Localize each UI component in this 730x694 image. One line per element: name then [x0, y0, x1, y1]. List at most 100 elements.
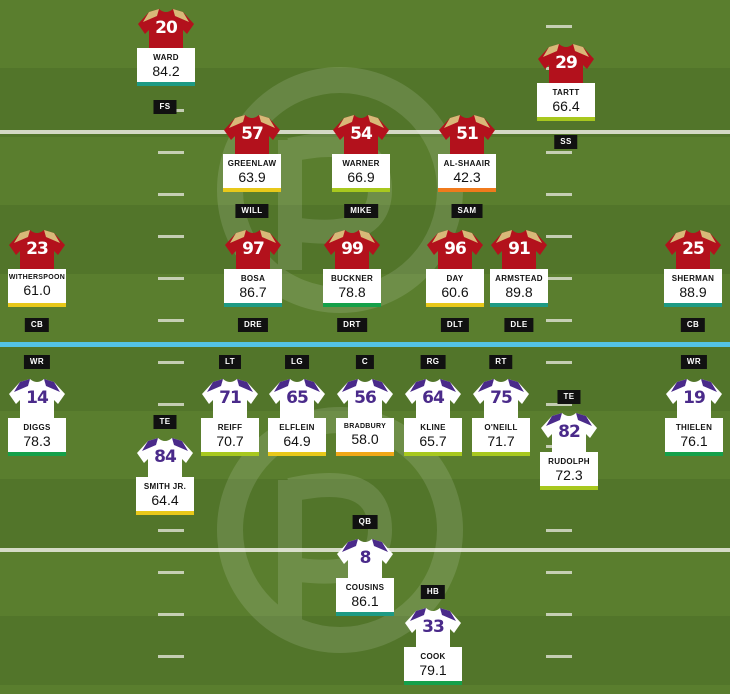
grade-bar: [223, 188, 281, 192]
position-tag-dre: DRE: [237, 318, 269, 332]
purple-jersey-icon: 14: [8, 378, 66, 422]
grade-bar: [268, 452, 326, 456]
player-card: KLINE 65.7: [404, 418, 462, 456]
offense-player-smith-jr[interactable]: 84 SMITH JR. 64.4: [136, 437, 194, 515]
red-jersey-icon: 25: [664, 229, 722, 273]
player-card: ELFLEIN 64.9: [268, 418, 326, 456]
position-tag-cb-left: CB: [24, 318, 50, 332]
player-card: AL-SHAAIR 42.3: [438, 154, 496, 192]
grade-bar: [490, 303, 548, 307]
grade-bar: [665, 452, 723, 456]
red-jersey-icon: 96: [426, 229, 484, 273]
offense-player-oneill[interactable]: 75 O'NEILL 71.7: [472, 378, 530, 456]
player-card: BUCKNER 78.8: [323, 269, 381, 307]
purple-jersey-icon: 8: [336, 538, 394, 582]
position-tag-lt: LT: [219, 355, 241, 369]
position-tag-te-right: TE: [557, 390, 581, 404]
hash-mark: [158, 403, 184, 406]
purple-jersey-icon: 19: [665, 378, 723, 422]
grade-bar: [664, 303, 722, 307]
position-tag-lg: LG: [285, 355, 309, 369]
hash-mark: [546, 655, 572, 658]
hash-mark: [158, 277, 184, 280]
red-jersey-icon: 99: [323, 229, 381, 273]
defense-player-ward[interactable]: 20 WARD 84.2: [137, 8, 195, 86]
purple-jersey-icon: 84: [136, 437, 194, 481]
position-tag-dle: DLE: [504, 318, 534, 332]
position-tag-wr-right: WR: [680, 355, 708, 369]
defense-player-bosa[interactable]: 97 BOSA 86.7: [224, 229, 282, 307]
player-card: DIGGS 78.3: [8, 418, 66, 456]
hash-mark: [158, 151, 184, 154]
red-jersey-icon: 91: [490, 229, 548, 273]
grade-bar: [404, 452, 462, 456]
hash-mark: [158, 361, 184, 364]
red-jersey-icon: 23: [8, 229, 66, 273]
red-jersey-icon: 20: [137, 8, 195, 52]
hash-mark: [546, 613, 572, 616]
player-card: SMITH JR. 64.4: [136, 477, 194, 515]
red-jersey-icon: 51: [438, 114, 496, 158]
player-card: WITHERSPOON 61.0: [8, 269, 66, 307]
offense-player-reiff[interactable]: 71 REIFF 70.7: [201, 378, 259, 456]
offense-player-diggs[interactable]: 14 DIGGS 78.3: [8, 378, 66, 456]
player-card: DAY 60.6: [426, 269, 484, 307]
player-card: REIFF 70.7: [201, 418, 259, 456]
position-tag-dlt: DLT: [440, 318, 470, 332]
offense-player-cousins[interactable]: 8 COUSINS 86.1: [336, 538, 394, 616]
defense-player-witherspoon[interactable]: 23 WITHERSPOON 61.0: [8, 229, 66, 307]
position-tag-rg: RG: [420, 355, 446, 369]
grade-bar: [332, 188, 390, 192]
purple-jersey-icon: 71: [201, 378, 259, 422]
red-jersey-icon: 29: [537, 43, 595, 87]
grade-bar: [224, 303, 282, 307]
purple-jersey-icon: 75: [472, 378, 530, 422]
defense-player-warner[interactable]: 54 WARNER 66.9: [332, 114, 390, 192]
grade-bar: [540, 486, 598, 490]
position-tag-mike: MIKE: [344, 204, 378, 218]
offense-player-bradbury[interactable]: 56 BRADBURY 58.0: [336, 378, 394, 456]
defense-player-armstead[interactable]: 91 ARMSTEAD 89.8: [490, 229, 548, 307]
grade-bar: [472, 452, 530, 456]
offense-player-cook[interactable]: 33 COOK 79.1: [404, 607, 462, 685]
defense-player-buckner[interactable]: 99 BUCKNER 78.8: [323, 229, 381, 307]
hash-mark: [158, 235, 184, 238]
defense-player-day[interactable]: 96 DAY 60.6: [426, 229, 484, 307]
player-card: TARTT 66.4: [537, 83, 595, 121]
offense-player-rudolph[interactable]: 82 RUDOLPH 72.3: [540, 412, 598, 490]
grade-bar: [8, 303, 66, 307]
player-card: BOSA 86.7: [224, 269, 282, 307]
player-card: SHERMAN 88.9: [664, 269, 722, 307]
hash-mark: [158, 613, 184, 616]
purple-jersey-icon: 64: [404, 378, 462, 422]
player-card: O'NEILL 71.7: [472, 418, 530, 456]
offense-player-kline[interactable]: 64 KLINE 65.7: [404, 378, 462, 456]
grade-bar: [8, 452, 66, 456]
position-tag-qb: QB: [352, 515, 378, 529]
red-jersey-icon: 54: [332, 114, 390, 158]
purple-jersey-icon: 82: [540, 412, 598, 456]
position-tag-drt: DRT: [337, 318, 367, 332]
position-tag-cb-right: CB: [680, 318, 706, 332]
hash-mark: [546, 403, 572, 406]
defense-player-al-shaair[interactable]: 51 AL-SHAAIR 42.3: [438, 114, 496, 192]
hash-mark: [546, 319, 572, 322]
hash-mark: [546, 277, 572, 280]
hash-mark: [158, 193, 184, 196]
defense-player-greenlaw[interactable]: 57 GREENLAW 63.9: [223, 114, 281, 192]
hash-mark: [546, 361, 572, 364]
offense-player-elflein[interactable]: 65 ELFLEIN 64.9: [268, 378, 326, 456]
player-card: COOK 79.1: [404, 647, 462, 685]
grade-bar: [404, 681, 462, 685]
grade-bar: [426, 303, 484, 307]
offense-player-thielen[interactable]: 19 THIELEN 76.1: [665, 378, 723, 456]
defense-player-tartt[interactable]: 29 TARTT 66.4: [537, 43, 595, 121]
position-tag-will: WILL: [235, 204, 269, 218]
grade-bar: [136, 511, 194, 515]
position-tag-ss: SS: [554, 135, 578, 149]
grade-bar: [323, 303, 381, 307]
defense-player-sherman[interactable]: 25 SHERMAN 88.9: [664, 229, 722, 307]
hash-mark: [158, 529, 184, 532]
red-jersey-icon: 97: [224, 229, 282, 273]
